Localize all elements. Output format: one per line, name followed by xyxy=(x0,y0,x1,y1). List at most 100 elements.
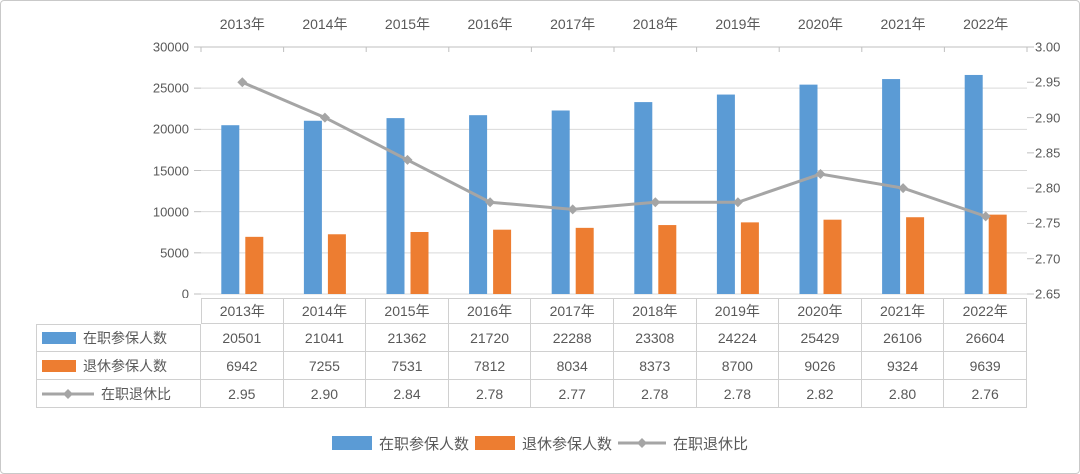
table-cell: 20501 xyxy=(201,324,284,352)
table-cell: 2.78 xyxy=(613,380,697,408)
table-year-header-cell: 2015年 xyxy=(366,298,449,324)
table-cell: 24224 xyxy=(696,324,780,352)
table-cell: 2.80 xyxy=(861,380,945,408)
table-cell: 2.76 xyxy=(944,380,1027,408)
table-cell: 8373 xyxy=(613,352,697,380)
bar-retired-insured xyxy=(410,231,429,294)
right-axis-tick-label: 2.80 xyxy=(1035,180,1061,196)
table-cell: 8034 xyxy=(531,352,614,380)
table-row-label: 退休参保人数 xyxy=(36,352,201,380)
table-cell: 2.90 xyxy=(283,380,367,408)
ratio-marker-icon xyxy=(980,211,991,222)
legend-label: 在职参保人数 xyxy=(378,435,469,453)
table-year-header-cell: 2022年 xyxy=(944,298,1027,324)
top-axis-label: 2014年 xyxy=(302,16,348,32)
table-cell: 23308 xyxy=(613,324,697,352)
bar-retired-insured xyxy=(575,227,594,294)
ratio-marker-icon xyxy=(485,197,496,208)
legend-label: 在职退休比 xyxy=(673,435,749,453)
left-axis-tick-label: 0 xyxy=(181,286,189,302)
left-axis-tick-label: 20000 xyxy=(152,121,189,137)
top-axis-label: 2018年 xyxy=(632,16,678,32)
bar-retired-insured xyxy=(493,229,512,294)
table-year-header-cell: 2018年 xyxy=(613,298,697,324)
ratio-marker-icon xyxy=(898,183,909,194)
ratio-marker-icon xyxy=(567,204,578,215)
table-cell: 2.84 xyxy=(366,380,449,408)
right-axis-tick-label: 3.00 xyxy=(1035,39,1061,55)
bar-retired-insured xyxy=(988,214,1007,294)
ratio-line xyxy=(241,80,987,218)
table-cell: 7531 xyxy=(366,352,449,380)
series-name: 在职退休比 xyxy=(101,385,171,402)
table-year-header-cell: 2013年 xyxy=(201,298,284,324)
table-cell: 2.82 xyxy=(779,380,862,408)
top-axis-label: 2022年 xyxy=(963,16,1009,32)
top-axis-label: 2016年 xyxy=(467,16,513,32)
table-cell: 9324 xyxy=(861,352,945,380)
bar-active-insured xyxy=(221,125,240,294)
table-cell: 7812 xyxy=(448,352,532,380)
table-cell: 26106 xyxy=(861,324,945,352)
table-cell: 9639 xyxy=(944,352,1027,380)
top-axis-label: 2020年 xyxy=(797,16,844,32)
bar-active-insured xyxy=(634,102,653,294)
table-key-active-insured-icon xyxy=(42,332,76,344)
right-axis-tick-label: 2.70 xyxy=(1035,251,1061,267)
table-cell: 21362 xyxy=(366,324,449,352)
bar-active-insured xyxy=(303,120,322,294)
table-cell: 22288 xyxy=(531,324,614,352)
top-axis-label: 2013年 xyxy=(219,16,265,32)
left-axis-tick-label: 30000 xyxy=(152,39,189,55)
table-year-header-cell: 2020年 xyxy=(779,298,862,324)
table-cell: 8700 xyxy=(696,352,780,380)
table-year-header-cell: 2016年 xyxy=(448,298,532,324)
table-cell: 21720 xyxy=(448,324,532,352)
bar-retired-insured xyxy=(740,222,759,294)
top-axis-label: 2017年 xyxy=(550,16,596,32)
table-year-header-cell: 2017年 xyxy=(531,298,614,324)
ratio-marker-icon xyxy=(237,77,248,88)
right-axis-tick-label: 2.85 xyxy=(1035,145,1061,161)
table-row-label: 在职退休比 xyxy=(36,380,201,408)
table-key-retired-insured-icon xyxy=(42,359,76,372)
table-cell: 2.78 xyxy=(448,380,532,408)
table-cell: 6942 xyxy=(201,352,284,380)
ratio-marker-icon xyxy=(732,197,743,208)
legend-key-line-icon xyxy=(42,388,94,399)
ratio-marker-icon xyxy=(319,112,330,123)
series-name: 退休参保人数 xyxy=(83,357,167,374)
table-cell: 7255 xyxy=(283,352,367,380)
right-axis-tick-label: 2.95 xyxy=(1035,74,1061,90)
ratio-marker-icon xyxy=(650,197,661,208)
table-year-header-cell: 2019年 xyxy=(696,298,780,324)
right-axis-tick-label: 2.90 xyxy=(1035,110,1061,126)
data-table: 2013年 2014年 2015年 2016年 2017年 2018年 2019年 2020年… xyxy=(36,298,1027,408)
table-cell: 2.77 xyxy=(531,380,614,408)
chart-legend: 在职参保人数 退休参保人数 在职退休比 xyxy=(1,429,1079,457)
top-axis-label: 2015年 xyxy=(384,16,431,32)
table-cell: 9026 xyxy=(779,352,862,380)
legend-label: 退休参保人数 xyxy=(521,435,612,453)
legend-key-line-icon xyxy=(618,438,666,448)
bar-retired-insured xyxy=(906,217,925,294)
bar-retired-insured xyxy=(823,219,842,294)
top-axis-label: 2019年 xyxy=(715,16,761,32)
legend-key-retired-insured-icon xyxy=(474,436,515,450)
left-axis-tick-label: 10000 xyxy=(152,204,189,220)
right-axis-tick-label: 2.65 xyxy=(1035,286,1061,302)
left-axis-tick-label: 5000 xyxy=(160,245,189,261)
legend-item: 退休参保人数 xyxy=(474,433,612,454)
ratio-marker-icon xyxy=(815,169,826,180)
top-axis-label: 2021年 xyxy=(880,16,926,32)
table-row-label: 在职参保人数 xyxy=(36,324,201,352)
table-cell: 2.95 xyxy=(201,380,284,408)
legend-item: 在职退休比 xyxy=(618,433,748,454)
bar-active-insured xyxy=(716,94,735,295)
table-cell: 21041 xyxy=(283,324,367,352)
bar-retired-insured xyxy=(245,236,264,294)
table-year-header-cell: 2014年 xyxy=(283,298,367,324)
bar-retired-insured xyxy=(327,234,346,294)
